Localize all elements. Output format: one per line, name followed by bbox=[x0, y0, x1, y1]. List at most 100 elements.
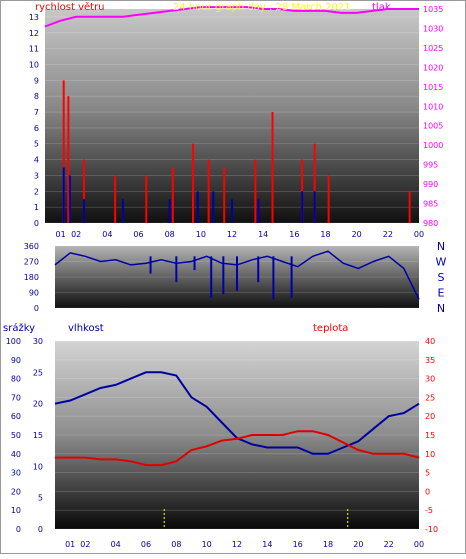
pressure-tick: 995 bbox=[423, 161, 438, 170]
direction-tick: 180 bbox=[24, 273, 39, 282]
hour-tick: 12 bbox=[227, 230, 237, 239]
panel1-grid bbox=[45, 16, 419, 224]
wind-speed-tick: 10 bbox=[29, 60, 39, 69]
hour-tick: 22 bbox=[384, 540, 394, 549]
compass-letter: N bbox=[437, 240, 445, 253]
hour-tick: 04 bbox=[111, 540, 121, 549]
panel3-x-ticks: 01 02 04 06 08 10 12 14 16 18 20 22 00 bbox=[65, 540, 424, 549]
humidity-ticks: 0 5 10 15 20 25 30 bbox=[33, 337, 43, 534]
hour-tick: 14 bbox=[262, 540, 272, 549]
rain-tick: 20 bbox=[11, 487, 21, 496]
compass-letter: S bbox=[438, 271, 445, 284]
hour-tick: 16 bbox=[289, 230, 299, 239]
hour-tick: 01 bbox=[55, 230, 65, 239]
hour-tick: 20 bbox=[352, 230, 362, 239]
rain-label: srážky bbox=[3, 322, 35, 334]
hour-tick: 00 bbox=[414, 230, 424, 239]
pressure-tick: 1005 bbox=[423, 122, 443, 131]
pressure-tick: 1020 bbox=[423, 63, 443, 72]
rain-tick: 50 bbox=[11, 431, 21, 440]
humidity-tick: 5 bbox=[38, 494, 43, 503]
wind-speed-tick: 4 bbox=[34, 156, 39, 165]
pressure-tick: 1025 bbox=[423, 44, 443, 53]
rain-ticks: 0 10 20 30 40 50 60 70 80 90 100 bbox=[6, 337, 21, 534]
temperature-tick: 10 bbox=[425, 450, 435, 459]
panel1-bg bbox=[45, 9, 419, 223]
direction-tick: 0 bbox=[34, 304, 39, 313]
pressure-tick: 1035 bbox=[423, 5, 443, 14]
wind-speed-tick: 2 bbox=[34, 187, 39, 196]
panel3-grid bbox=[55, 340, 419, 530]
wind-speed-tick: 12 bbox=[29, 29, 39, 38]
panel3-bg bbox=[55, 341, 419, 529]
humidity-tick: 25 bbox=[33, 368, 43, 377]
hour-tick: 18 bbox=[323, 540, 333, 549]
temperature-tick: 20 bbox=[425, 412, 435, 421]
hour-tick: 18 bbox=[320, 230, 330, 239]
compass-letter: E bbox=[438, 287, 445, 300]
rain-tick: 30 bbox=[11, 469, 21, 478]
hour-tick: 08 bbox=[171, 540, 181, 549]
temperature-series bbox=[55, 430, 420, 467]
temperature-tick: 15 bbox=[425, 431, 435, 440]
panel2-y-ticks: 0 90 180 270 360 bbox=[24, 242, 39, 313]
hour-tick: 10 bbox=[196, 230, 206, 239]
rain-tick: 40 bbox=[11, 450, 21, 459]
temperature-ticks: -10 -5 0 5 10 15 20 25 30 35 40 bbox=[425, 337, 438, 534]
pressure-series bbox=[44, 6, 419, 28]
humidity-tick: 20 bbox=[33, 400, 43, 409]
wind-speed-label: rychlost větru bbox=[35, 1, 105, 13]
hour-tick: 12 bbox=[232, 540, 242, 549]
panel1-x-ticks: 01 02 04 06 08 10 12 14 16 18 20 22 00 bbox=[55, 230, 424, 239]
pressure-tick: 1015 bbox=[423, 83, 443, 92]
hour-tick: 22 bbox=[383, 230, 393, 239]
compass-letter: N bbox=[437, 302, 445, 315]
direction-tick: 270 bbox=[24, 258, 39, 267]
direction-tick: 90 bbox=[29, 289, 39, 298]
hour-tick: 04 bbox=[102, 230, 112, 239]
hour-tick: 20 bbox=[353, 540, 363, 549]
rain-tick: 70 bbox=[11, 393, 21, 402]
temperature-tick: 5 bbox=[425, 469, 430, 478]
hour-tick: 06 bbox=[141, 540, 151, 549]
rain-tick: 60 bbox=[11, 412, 21, 421]
wind-speed-tick: 11 bbox=[29, 45, 39, 54]
pressure-label: tlak bbox=[372, 2, 391, 13]
hour-tick: 02 bbox=[71, 230, 81, 239]
wind-speed-tick: 8 bbox=[34, 92, 39, 101]
temperature-tick: 30 bbox=[425, 375, 435, 384]
wind-direction-dips bbox=[149, 256, 293, 300]
hour-tick: 16 bbox=[293, 540, 303, 549]
rain-tick: 80 bbox=[11, 375, 21, 384]
pressure-tick: 1000 bbox=[423, 141, 443, 150]
hour-tick: 10 bbox=[202, 540, 212, 549]
hour-tick: 08 bbox=[165, 230, 175, 239]
rain-tick: 0 bbox=[16, 525, 21, 534]
hour-tick: 02 bbox=[80, 540, 90, 549]
pressure-tick: 990 bbox=[423, 180, 438, 189]
compass-letter: W bbox=[436, 256, 447, 269]
humidity-tick: 30 bbox=[33, 337, 43, 346]
wind-speed-tick: 6 bbox=[34, 124, 39, 133]
humidity-tick: 10 bbox=[33, 462, 43, 471]
temperature-label: teplota bbox=[313, 323, 348, 334]
humidity-tick: 0 bbox=[38, 525, 43, 534]
humidity-tick: 15 bbox=[33, 431, 43, 440]
direction-tick: 360 bbox=[24, 242, 39, 251]
wind-speed-tick: 0 bbox=[34, 219, 39, 228]
hour-tick: 00 bbox=[414, 540, 424, 549]
wind-speed-tick: 1 bbox=[34, 203, 39, 212]
rain-marks bbox=[163, 509, 349, 529]
humidity-label: vlhkost bbox=[68, 323, 104, 334]
pressure-tick: 980 bbox=[423, 219, 438, 228]
wind-speed-tick: 5 bbox=[34, 140, 39, 149]
temperature-tick: 35 bbox=[425, 356, 435, 365]
panel1-right-ticks: 980 985 990 995 1000 1005 1010 1015 1020 1025 1030… bbox=[423, 5, 443, 228]
hour-tick: 06 bbox=[133, 230, 143, 239]
wind-speed-tick: 9 bbox=[34, 76, 39, 85]
